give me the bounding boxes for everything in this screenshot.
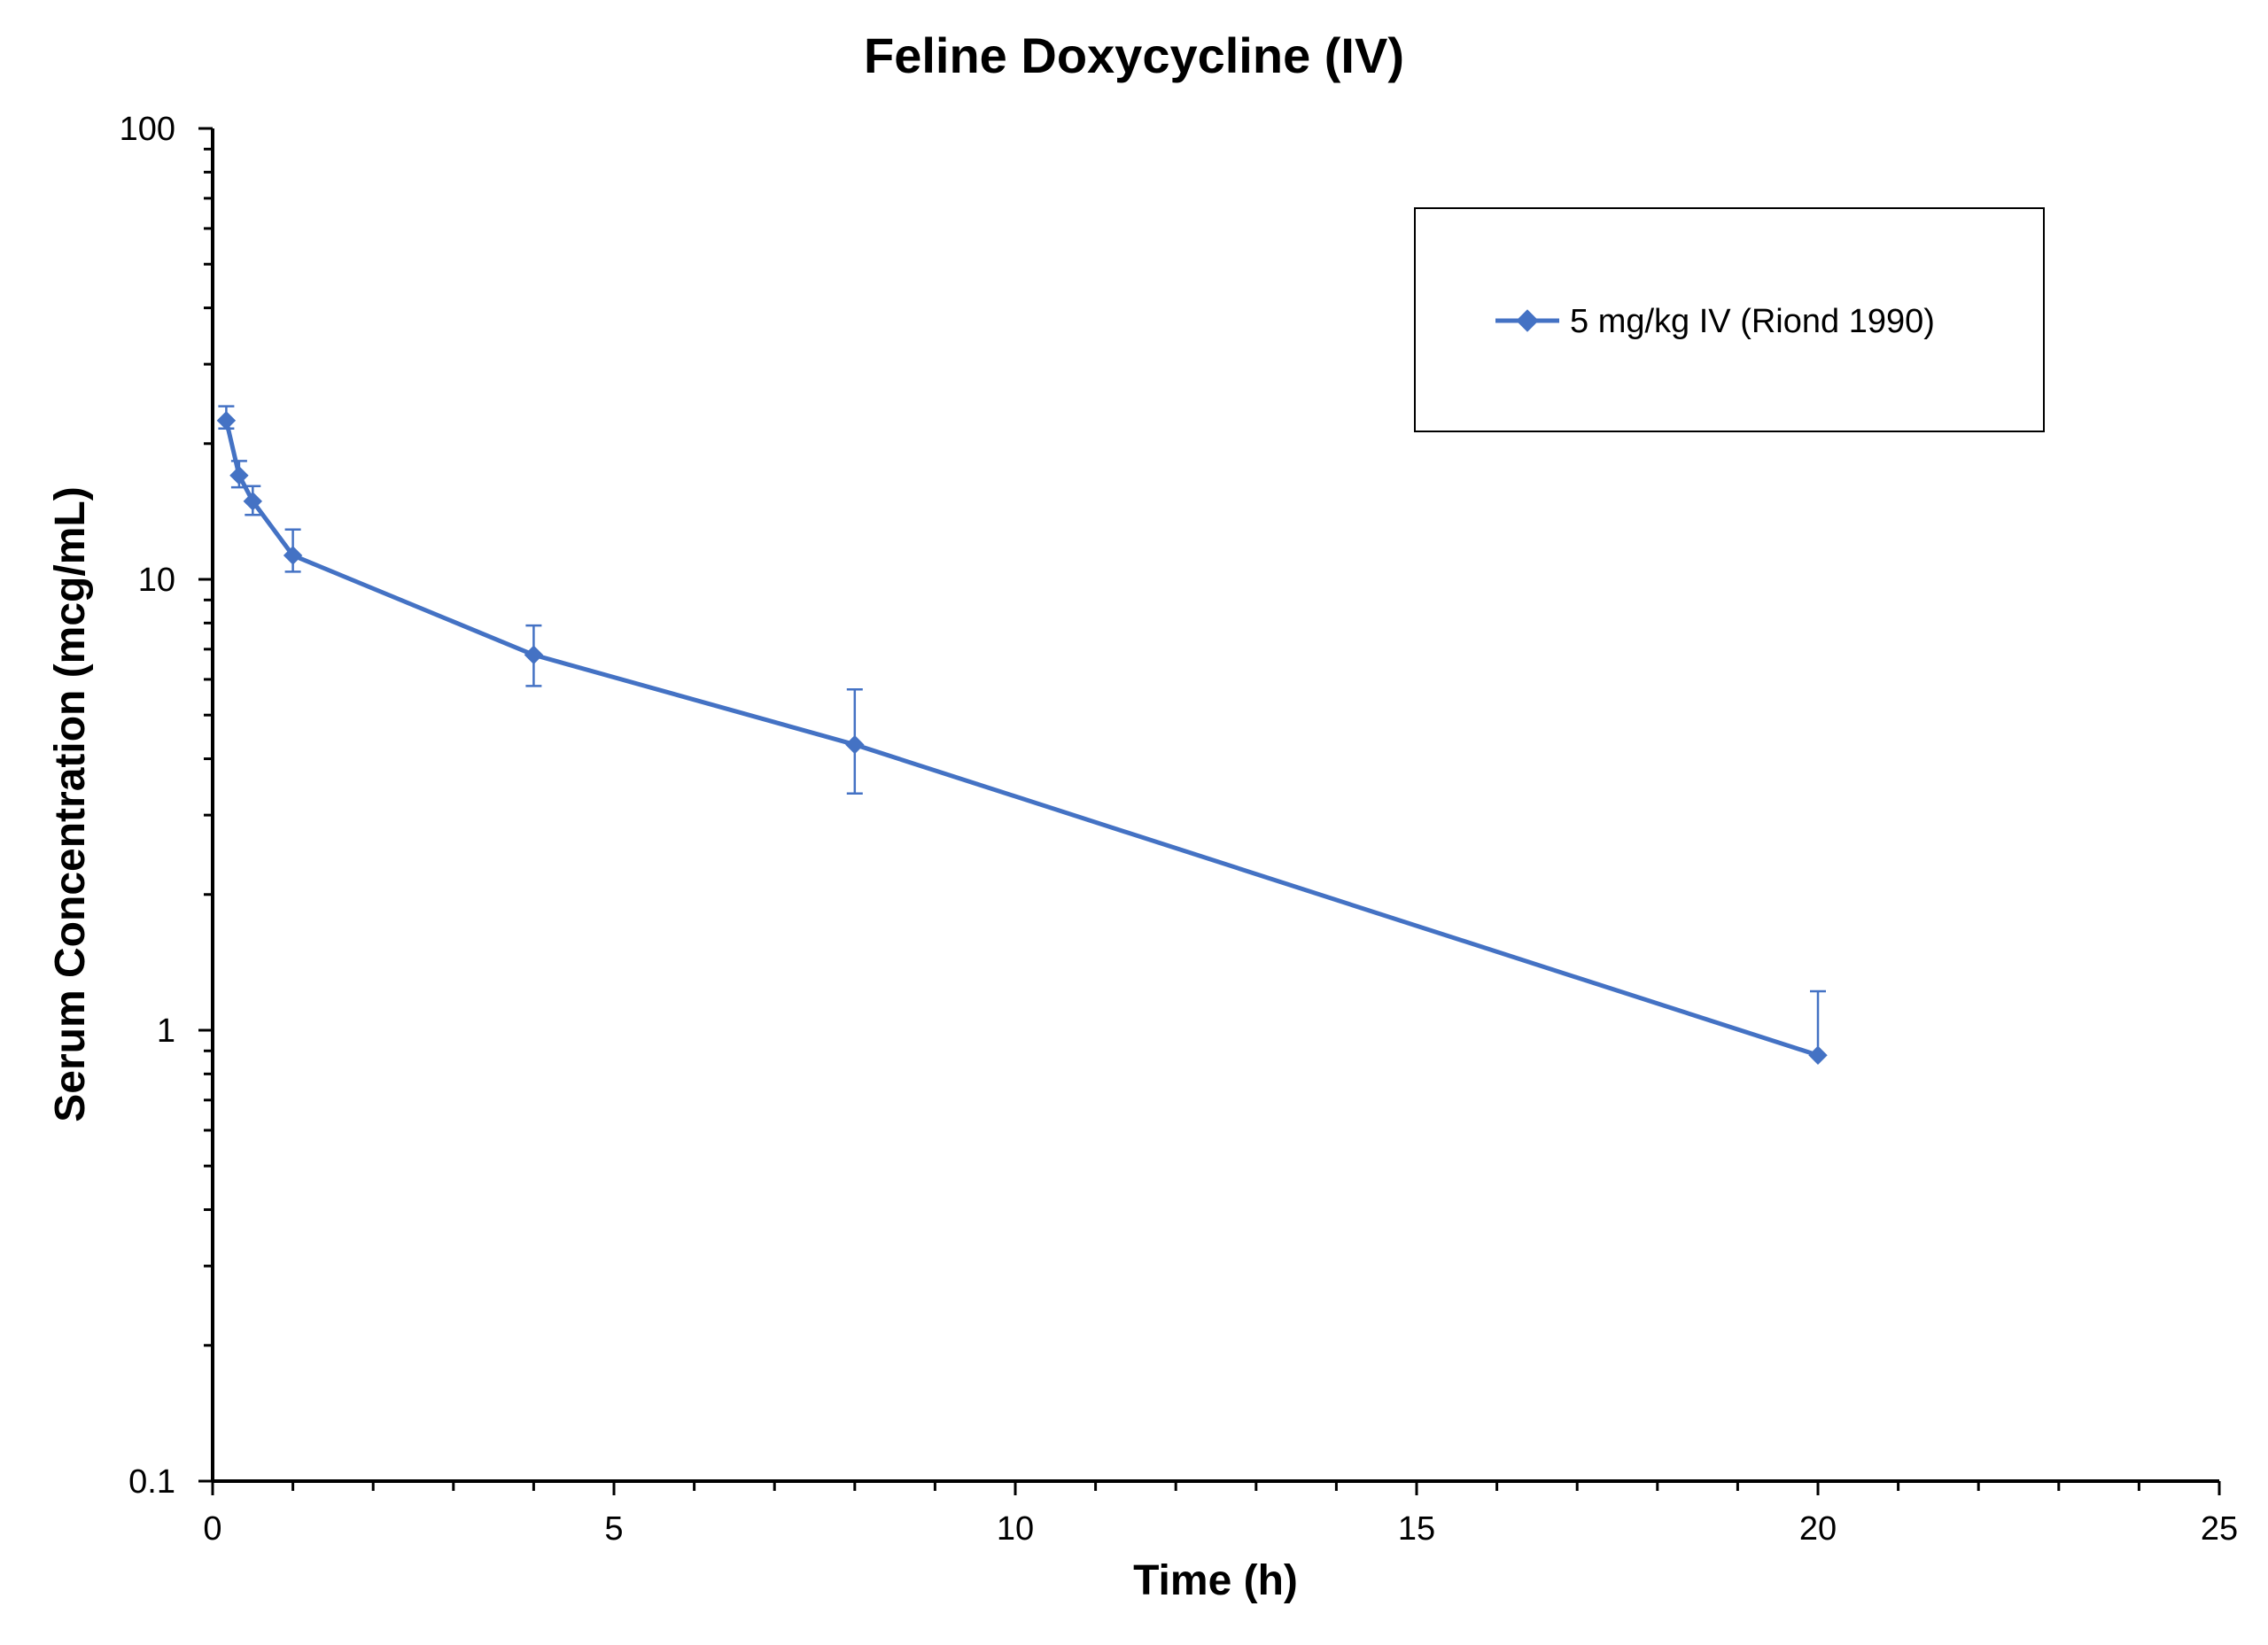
data-point-marker [1808,1045,1828,1065]
x-tick-label: 5 [604,1510,623,1548]
data-point-marker [216,411,237,431]
x-tick-label: 25 [2201,1510,2238,1548]
data-point-marker [229,465,249,485]
legend-label: 5 mg/kg IV (Riond 1990) [1570,303,1935,340]
y-tick-label: 0.1 [128,1463,175,1501]
y-tick-label: 10 [138,562,175,599]
plot-area: 0 5 10 15 20 25 0.1 1 10 100 [120,111,2239,1548]
series-line [223,420,1819,1058]
x-axis-title: Time (h) [1133,1557,1298,1604]
x-tick-label: 0 [203,1510,221,1548]
data-point-marker [524,645,544,664]
chart-title: Feline Doxycycline (IV) [864,27,1404,83]
data-point-marker [283,546,303,565]
data-point-marker [845,734,865,755]
x-axis: 0 5 10 15 20 25 [203,1479,2238,1548]
y-axis: 0.1 1 10 100 [120,111,214,1501]
series-layer [216,405,1828,1065]
x-tick-label: 10 [997,1510,1034,1548]
data-point-marker [243,492,263,511]
y-axis-title: Serum Concentration (mcg/mL) [47,486,94,1121]
x-tick-label: 15 [1398,1510,1435,1548]
x-tick-label: 20 [1799,1510,1837,1548]
y-tick-label: 100 [120,111,175,148]
legend: 5 mg/kg IV (Riond 1990) [1414,207,2045,432]
y-tick-label: 1 [157,1013,175,1050]
